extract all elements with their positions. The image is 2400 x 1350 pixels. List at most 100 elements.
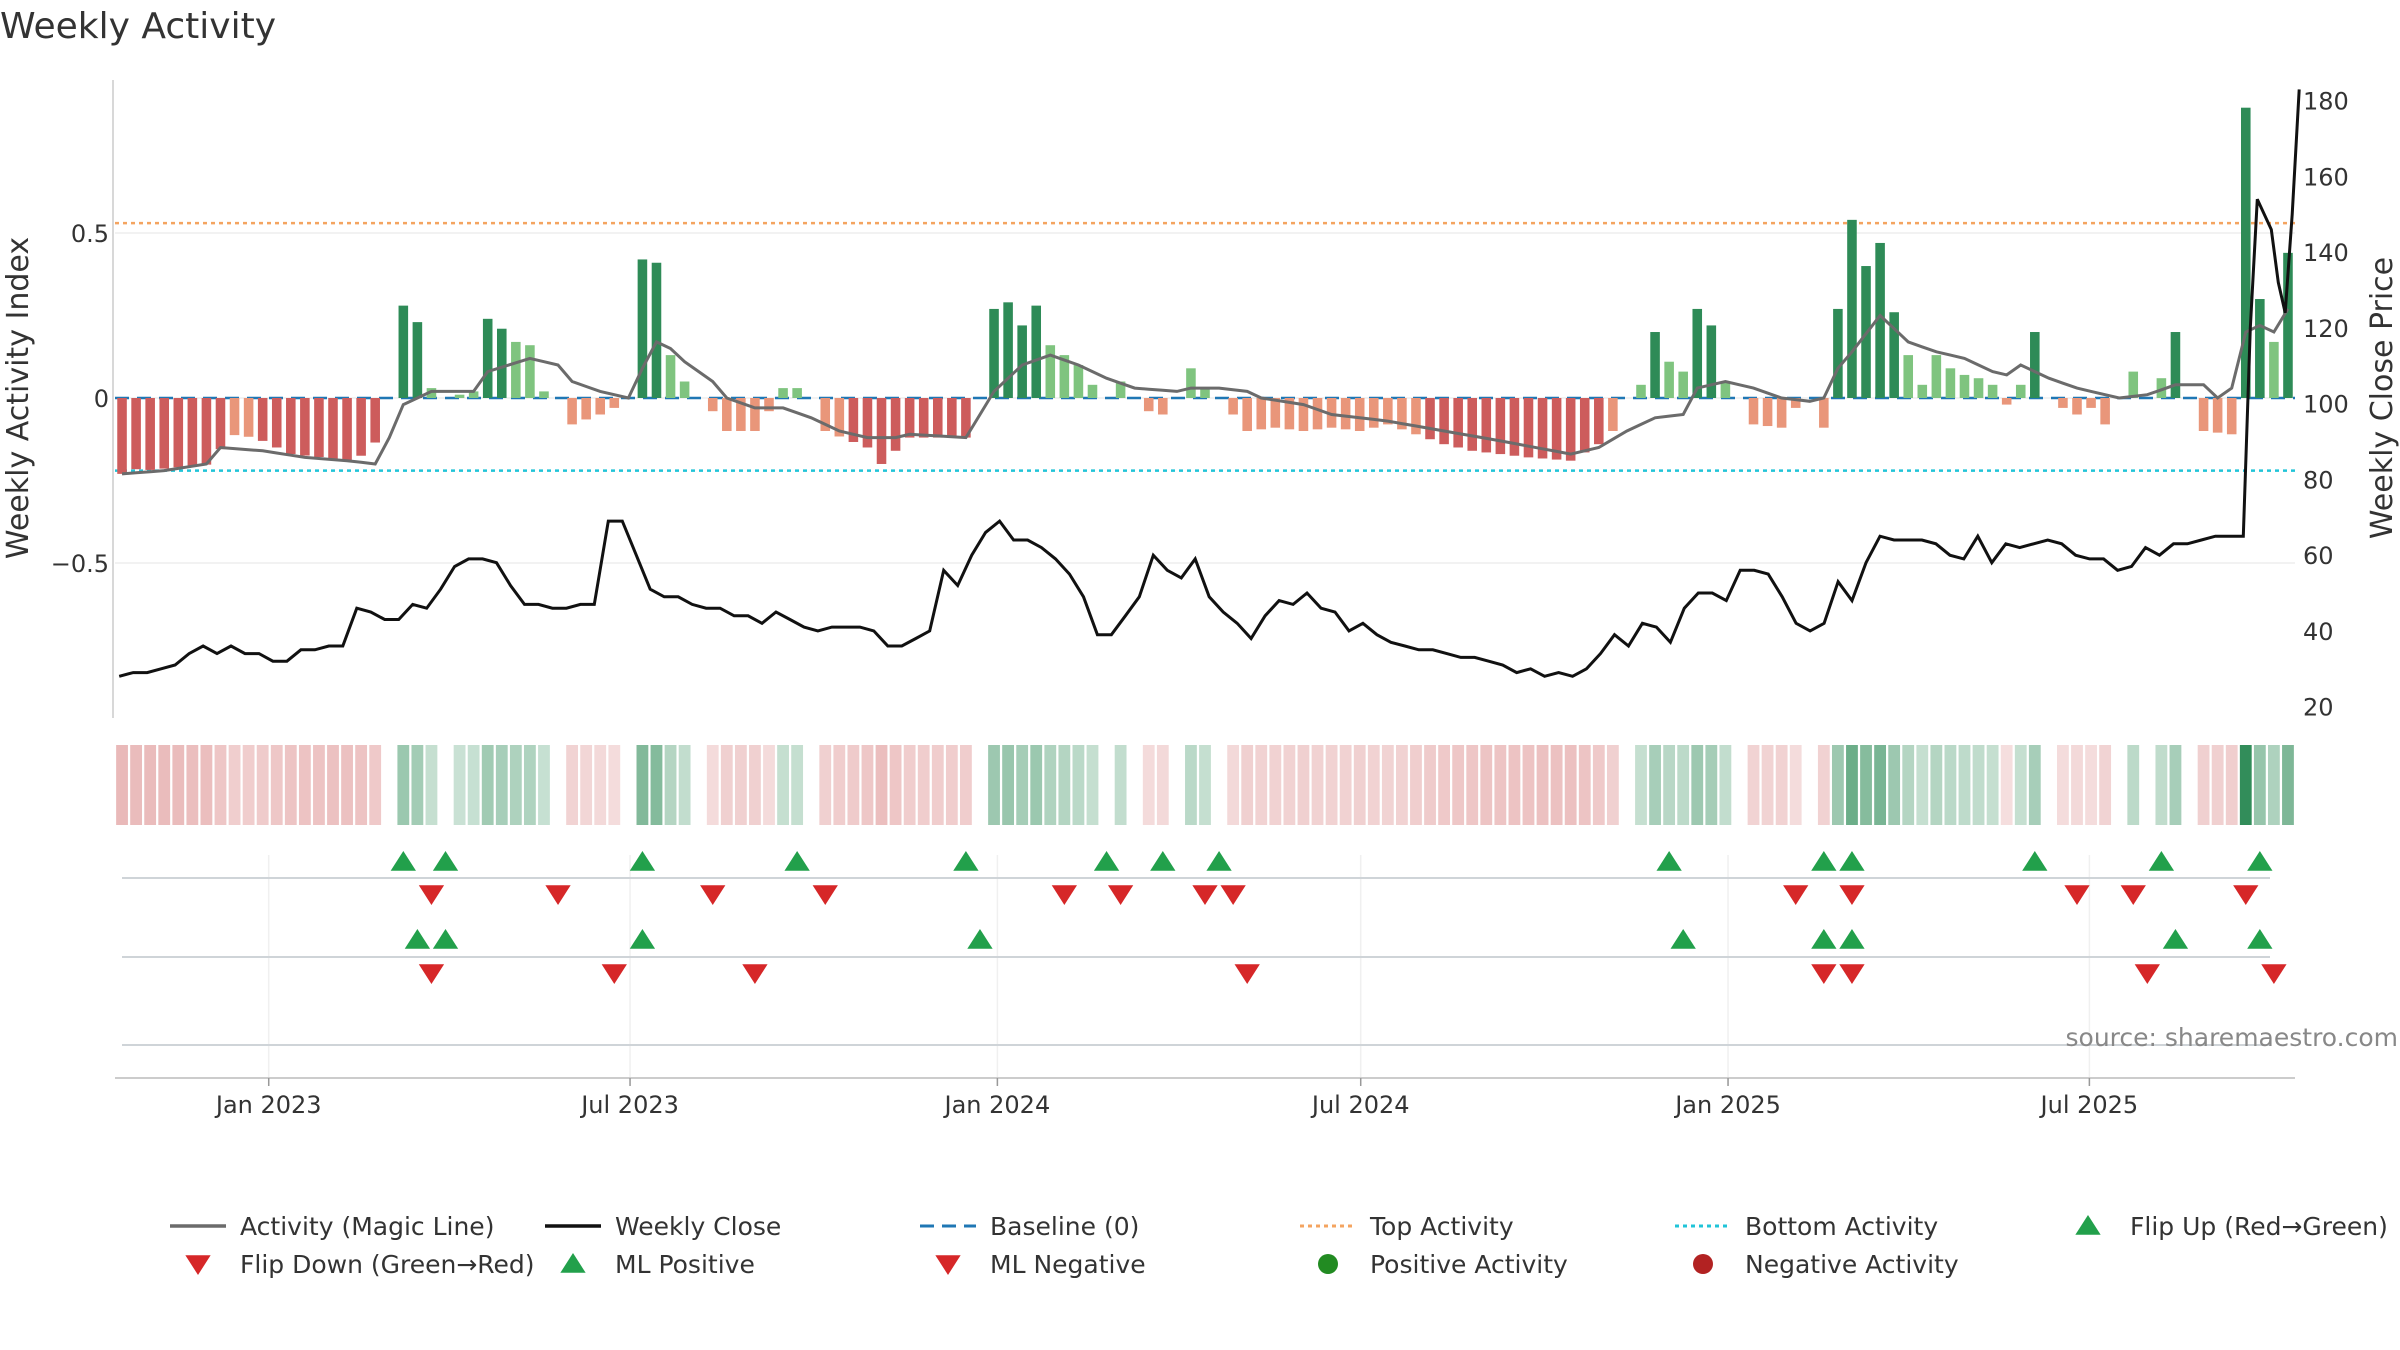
series-lines <box>118 89 2301 678</box>
strip-cell <box>1677 745 1690 825</box>
strip-cell <box>833 745 846 825</box>
strip-cell <box>1311 745 1324 825</box>
activity-bar <box>342 398 352 460</box>
activity-bar <box>1608 398 1618 431</box>
chart-title: Weekly Activity <box>0 6 276 47</box>
legend-item: Top Activity <box>1300 1212 1514 1241</box>
strip-cell <box>1072 745 1085 825</box>
strip-cell <box>1635 745 1647 825</box>
activity-bar <box>1073 365 1084 398</box>
ml-positive-marker <box>2162 929 2189 949</box>
activity-bar <box>904 398 915 438</box>
activity-bar <box>257 398 268 441</box>
strip-cell <box>200 745 213 825</box>
activity-bar <box>1003 302 1013 398</box>
activity-bar <box>1523 398 1534 458</box>
strip-cell <box>411 745 424 825</box>
legend-label: Negative Activity <box>1745 1250 1959 1279</box>
strip-cell <box>313 745 325 825</box>
strip-cell <box>298 745 311 825</box>
strip-cell <box>1846 745 1858 825</box>
activity-bar <box>1917 384 1928 398</box>
strip-cell <box>341 745 353 825</box>
legend-label: ML Negative <box>990 1250 1146 1279</box>
strip-cell <box>1002 745 1015 825</box>
right-tick-label: 80 <box>2303 466 2334 494</box>
strip-cell <box>664 745 677 825</box>
strip-cell <box>1395 745 1408 825</box>
activity-bar <box>567 398 577 425</box>
activity-bar <box>2086 398 2096 408</box>
activity-bar <box>1748 398 1759 425</box>
activity-bar <box>609 398 620 408</box>
strip-cell <box>2239 745 2252 825</box>
activity-bar <box>876 398 887 464</box>
strip-cell <box>608 745 621 825</box>
activity-bar <box>2100 398 2110 425</box>
activity-bar <box>764 398 774 412</box>
activity-bar <box>1158 398 1168 415</box>
strip-cell <box>397 745 410 825</box>
flip-up-marker <box>1206 851 1232 871</box>
activity-bar <box>511 341 521 398</box>
ml-positive-marker <box>1839 929 1865 949</box>
strip-cell <box>1902 745 1915 825</box>
strip-cell <box>1114 745 1127 825</box>
activity-bar <box>1087 384 1098 398</box>
activity-bar <box>412 322 423 398</box>
strip-cell <box>931 745 944 825</box>
legend-swatch <box>2075 1215 2101 1235</box>
strip-cell <box>425 745 438 825</box>
activity-bar <box>651 262 662 398</box>
activity-bar <box>1298 398 1309 431</box>
strip-cell <box>2253 745 2266 825</box>
activity-bar <box>1650 332 1660 398</box>
activity-bar <box>1678 371 1688 398</box>
strip-cell <box>650 745 663 825</box>
y-axis-right-label: Weekly Close Price <box>2365 257 2400 539</box>
strip-cell <box>1480 745 1493 825</box>
strip-cell <box>1185 745 1197 825</box>
strip-cell <box>523 745 536 825</box>
flip-down-marker <box>1220 885 1246 905</box>
strip-cell <box>1325 745 1338 825</box>
flip-down-marker <box>1051 885 1078 905</box>
activity-bar <box>201 398 212 465</box>
right-tick-label: 140 <box>2303 239 2349 267</box>
strip-cell <box>1944 745 1957 825</box>
activity-bar <box>300 398 310 456</box>
x-tick-label: Jul 2025 <box>2039 1091 2139 1119</box>
ml-negative-marker <box>1234 964 1260 984</box>
strip-cell <box>1410 745 1422 825</box>
left-tick-label: 0.5 <box>71 220 109 248</box>
activity-bar <box>1875 242 1885 398</box>
activity-bar <box>2015 384 2026 398</box>
strip-cell <box>1016 745 1029 825</box>
activity-bar <box>2170 332 2181 398</box>
signal-markers <box>390 851 2287 984</box>
strip-cell <box>706 745 719 825</box>
activity-bar <box>454 394 465 398</box>
activity-bar <box>1931 355 1942 398</box>
strip-cell <box>144 745 157 825</box>
strip-cell <box>1958 745 1971 825</box>
strip-cell <box>116 745 128 825</box>
strip-cell <box>284 745 297 825</box>
activity-bar <box>131 398 141 470</box>
strip-cell <box>1466 745 1479 825</box>
activity-bar <box>665 355 676 398</box>
strip-cell <box>1508 745 1521 825</box>
flip-down-marker <box>1839 885 1865 905</box>
ml-negative-marker <box>1811 964 1837 984</box>
activity-bar <box>1186 368 1196 398</box>
activity-bar <box>398 305 409 398</box>
activity-bar <box>637 259 648 398</box>
activity-bar <box>750 398 760 431</box>
strip-cell <box>875 745 888 825</box>
strip-cell <box>228 745 241 825</box>
activity-bar <box>1790 398 1801 408</box>
strip-cell <box>1381 745 1394 825</box>
right-tick-label: 100 <box>2303 391 2349 419</box>
legend-item: Negative Activity <box>1693 1250 1959 1279</box>
legend-label: Top Activity <box>1369 1212 1514 1241</box>
